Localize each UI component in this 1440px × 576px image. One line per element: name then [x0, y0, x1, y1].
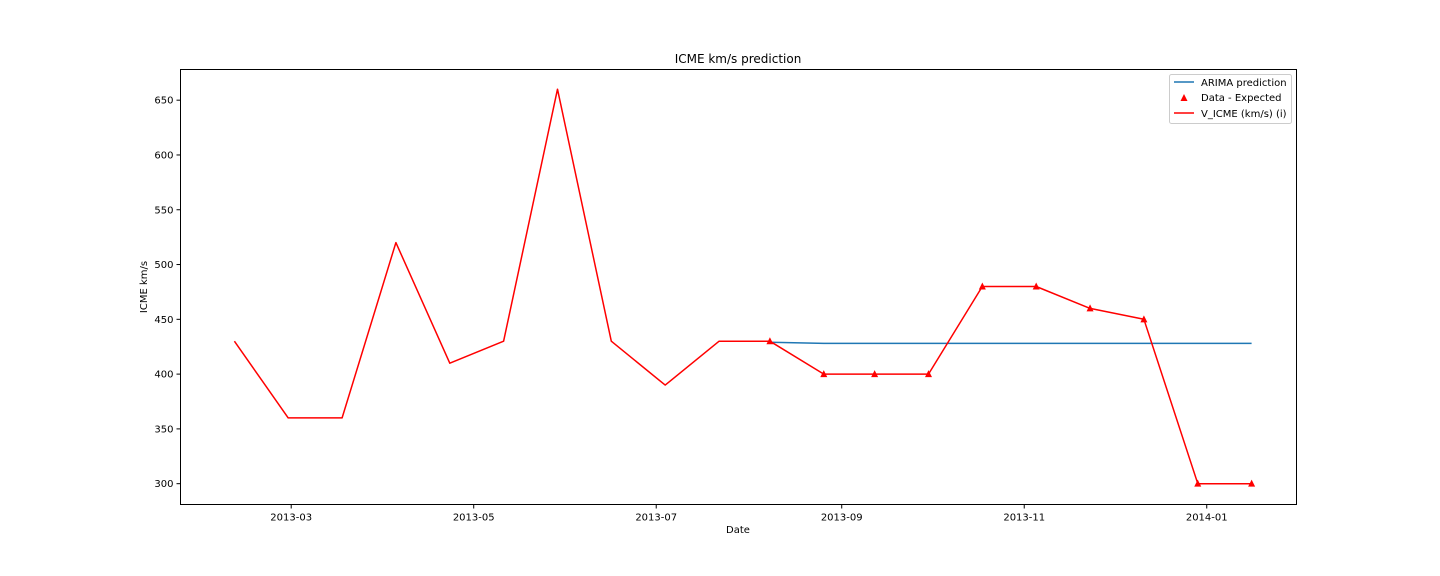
legend: ARIMA prediction Data - Expected V_ICME …: [1169, 74, 1292, 124]
legend-swatch-expected: [1180, 94, 1188, 101]
y-tick-label: 500: [154, 260, 173, 271]
legend-box: [1169, 74, 1292, 124]
x-tick-label: 2013-11: [1003, 513, 1045, 524]
chart-title: ICME km/s prediction: [675, 52, 802, 66]
y-tick-label: 300: [154, 479, 173, 490]
legend-label-expected: Data - Expected: [1201, 93, 1282, 104]
expected-marker: [1086, 304, 1094, 312]
x-tick-label: 2014-01: [1186, 513, 1228, 524]
y-tick-label: 450: [154, 315, 173, 326]
expected-marker: [766, 337, 774, 345]
expected-marker: [978, 282, 986, 290]
legend-label-vicme: V_ICME (km/s) (i): [1201, 109, 1287, 120]
legend-label-arima: ARIMA prediction: [1201, 78, 1287, 89]
y-tick-label: 400: [154, 370, 173, 381]
x-tick-label: 2013-07: [635, 513, 677, 524]
x-tick-label: 2013-03: [270, 513, 312, 524]
plot-frame: [180, 69, 1297, 505]
y-tick-label: 350: [154, 424, 173, 435]
series-line-2: [233, 88, 1252, 485]
expected-marker: [924, 370, 932, 378]
x-tick-label: 2013-09: [821, 513, 863, 524]
series-line-0: [769, 341, 1252, 345]
y-axis-label: ICME km/s: [139, 261, 150, 313]
expected-marker: [1032, 282, 1040, 290]
y-tick-label: 600: [154, 150, 173, 161]
y-tick-label: 650: [154, 96, 173, 107]
x-axis: 2013-03 2013-05 2013-07 2013-09 2013-11 2014-…: [270, 504, 1228, 524]
y-axis: 300 350 400 450 500 550 600 650: [154, 96, 181, 490]
expected-marker: [871, 370, 879, 378]
x-axis-label: Date: [726, 525, 750, 536]
expected-marker: [1248, 479, 1256, 487]
y-tick-label: 550: [154, 205, 173, 216]
expected-marker: [820, 370, 828, 378]
plot-marks: [233, 88, 1256, 487]
expected-marker: [1194, 479, 1202, 487]
x-tick-label: 2013-05: [453, 513, 495, 524]
expected-marker: [1140, 315, 1148, 323]
